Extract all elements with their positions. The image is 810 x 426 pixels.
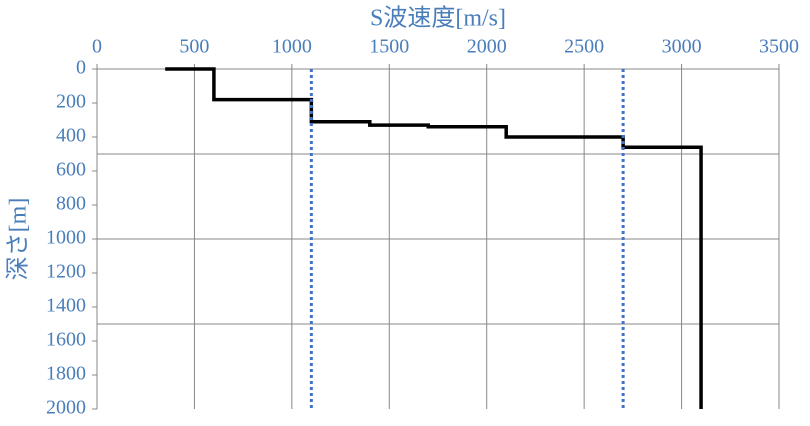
y-tick-label: 1400 [46,295,86,317]
x-tick-label: 1500 [369,36,409,58]
y-tick-label: 1800 [46,363,86,385]
y-tick-label: 0 [76,57,86,79]
x-tick-label: 2500 [564,36,604,58]
y-tick-label: 600 [56,159,86,181]
y-tick-label: 800 [56,193,86,215]
y-tick-label: 2000 [46,397,86,419]
x-tick-label: 1000 [272,36,312,58]
x-tick-label: 500 [179,36,209,58]
y-tick-label: 1000 [46,227,86,249]
y-tick-label: 200 [56,91,86,113]
x-axis-title: S波速度[m/s] [370,5,506,32]
x-tick-label: 3500 [759,36,799,58]
y-tick-label: 1600 [46,329,86,351]
x-tick-label: 0 [92,36,102,58]
y-tick-label: 400 [56,125,86,147]
y-axis-title: 深さ[m] [5,198,32,281]
x-tick-label: 2000 [467,36,507,58]
y-tick-label: 1200 [46,261,86,283]
x-tick-label: 3000 [662,36,702,58]
